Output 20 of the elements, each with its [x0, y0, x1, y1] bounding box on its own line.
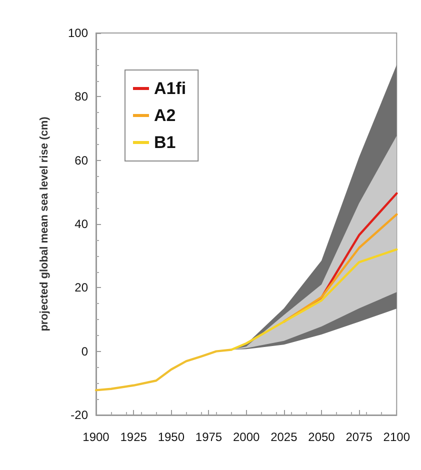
legend-label: B1	[154, 133, 176, 152]
x-tick-label: 2075	[346, 430, 373, 444]
x-tick-label: 2100	[383, 430, 410, 444]
y-tick-label: 80	[74, 90, 88, 104]
y-tick-label: 100	[68, 26, 88, 40]
y-tick-label: 20	[74, 280, 88, 295]
legend-label: A2	[154, 106, 176, 125]
y-tick-label: 40	[74, 217, 88, 231]
y-tick-label: 0	[81, 344, 88, 358]
y-tick-label: -20	[70, 408, 88, 422]
x-tick-label: 2025	[270, 430, 298, 444]
y-axis-title: projected global mean sea level rise (cm)	[38, 116, 50, 332]
legend-label: A1fi	[154, 79, 186, 98]
x-tick-label: 2000	[232, 430, 260, 444]
x-tick-label: 1975	[195, 430, 222, 444]
x-tick-label: 1925	[120, 430, 148, 444]
y-tick-label: 60	[74, 153, 88, 168]
x-tick-label: 1900	[82, 430, 110, 444]
x-tick-label: 1950	[158, 430, 185, 444]
x-tick-label: 2050	[308, 430, 336, 444]
